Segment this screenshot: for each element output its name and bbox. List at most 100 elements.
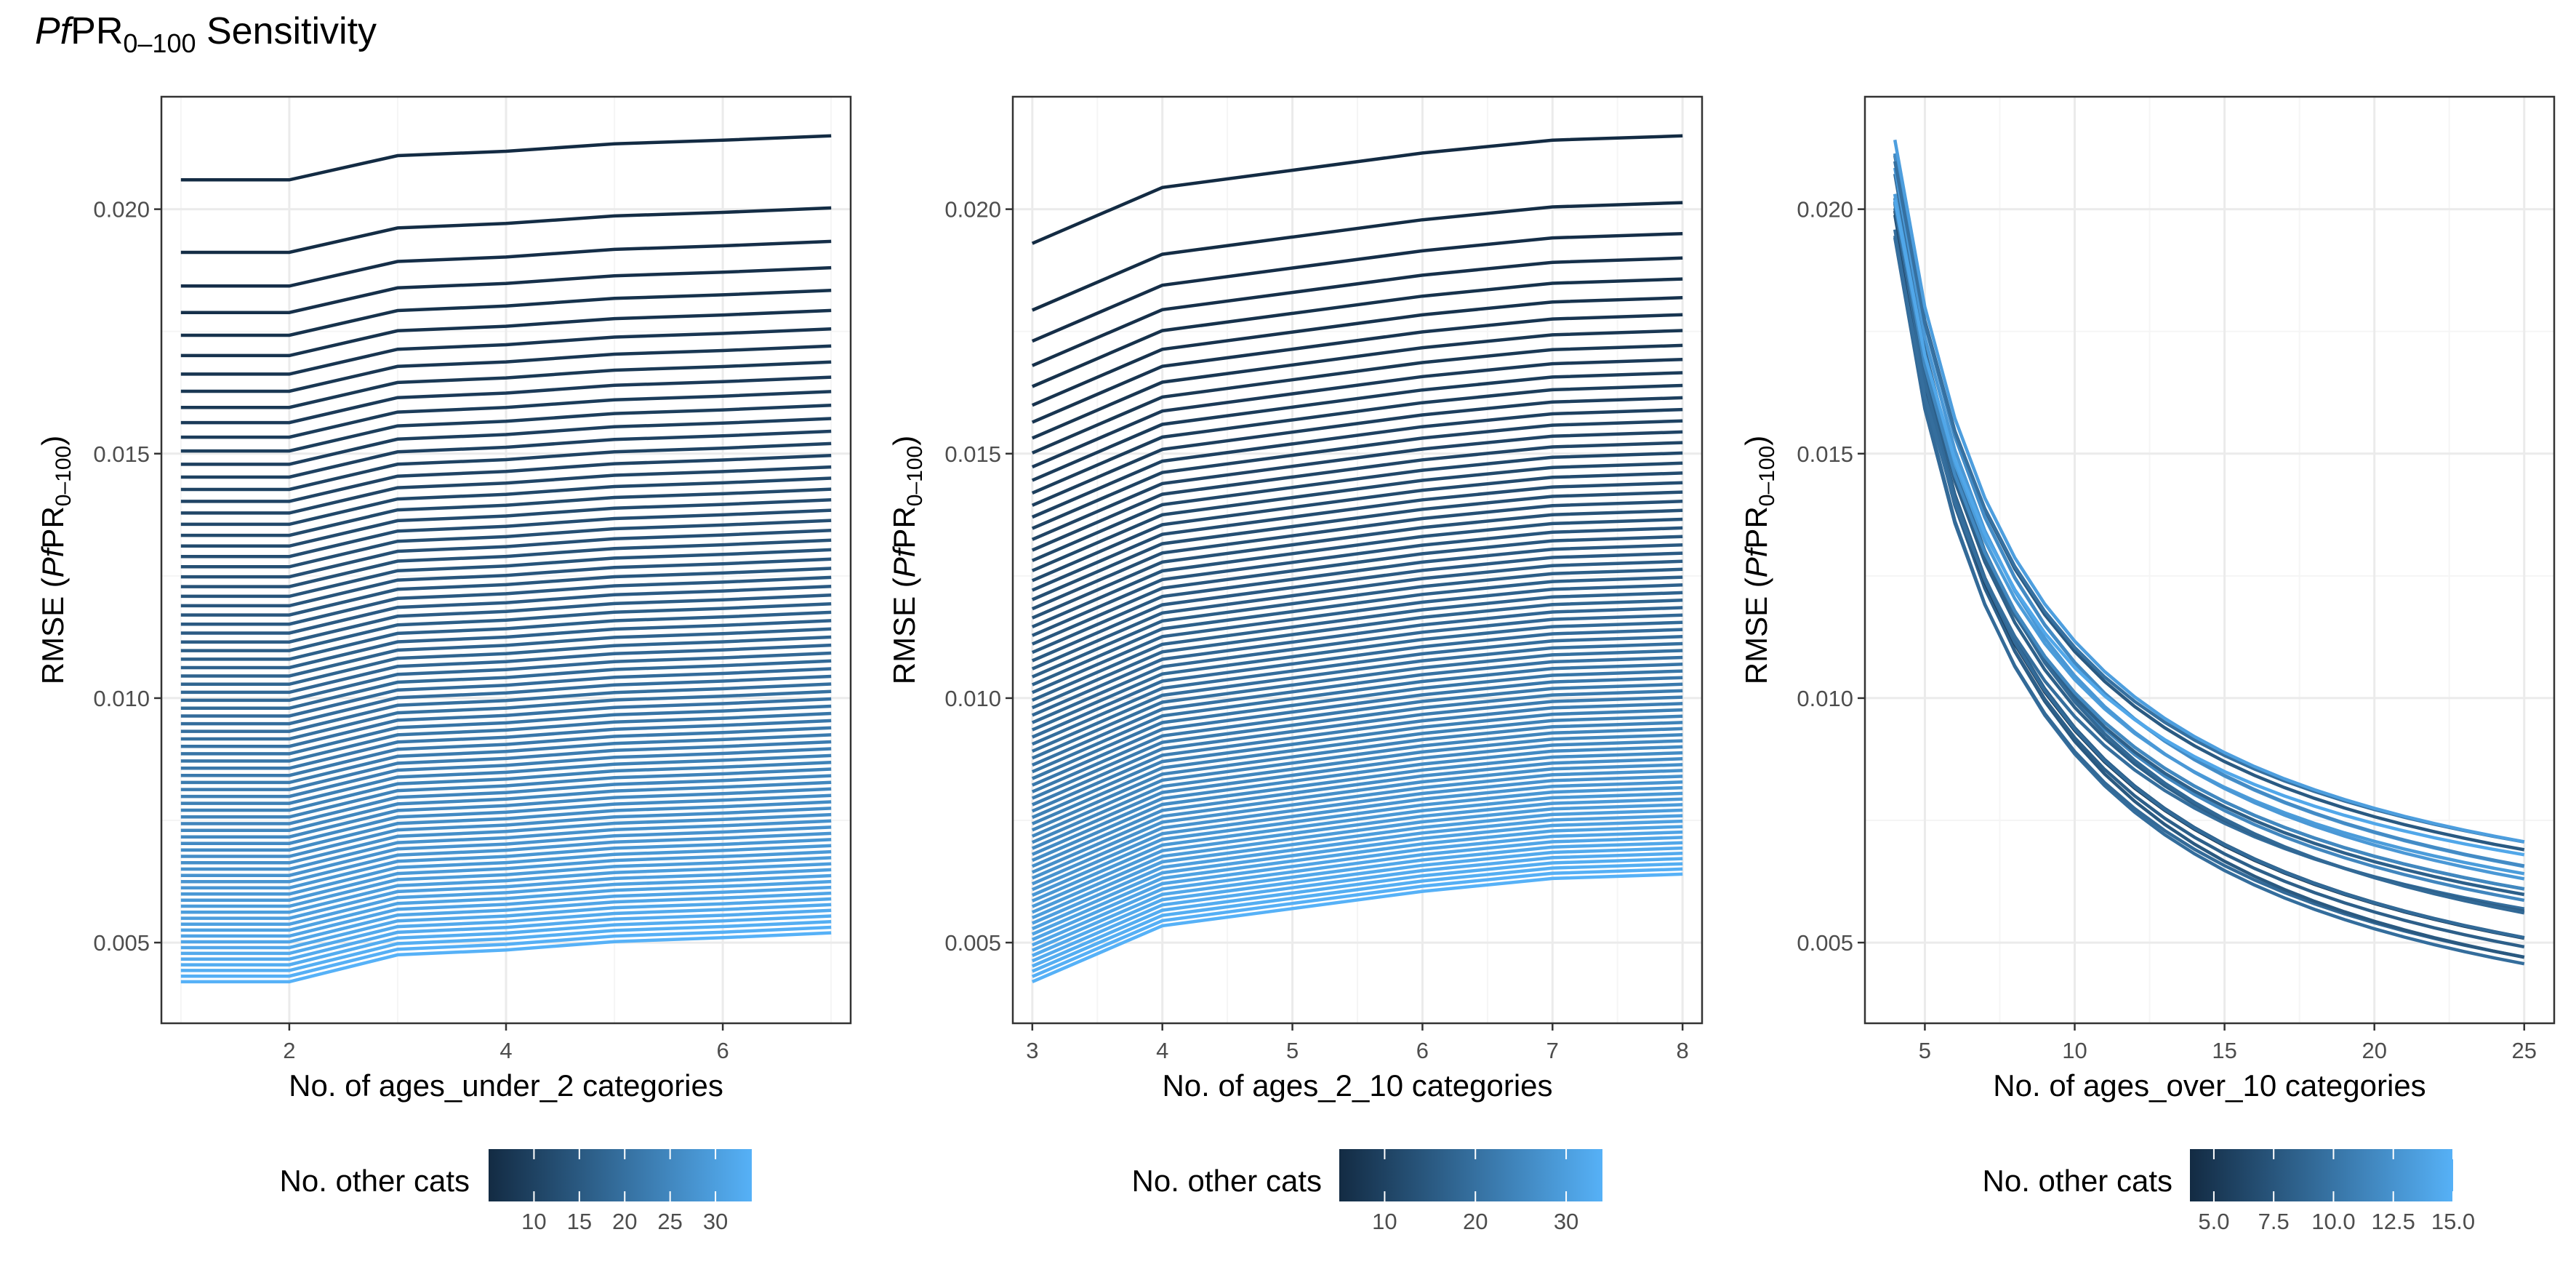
series-line xyxy=(1031,867,1683,978)
series-line xyxy=(180,548,832,599)
x-tick-label: 7 xyxy=(1546,1038,1559,1063)
series-line xyxy=(180,825,832,877)
series-lines xyxy=(1031,134,1683,983)
y-title-plain: PR xyxy=(36,506,70,548)
series-line xyxy=(180,793,832,845)
series-line xyxy=(1031,708,1683,820)
series-line xyxy=(180,643,832,695)
y-title-italic: Pf xyxy=(887,545,921,577)
colorbar-tick-label: 20 xyxy=(1463,1209,1488,1234)
series-line xyxy=(180,849,832,902)
series-line xyxy=(1031,535,1683,646)
y-title-subscript: 0–100 xyxy=(52,446,76,506)
y-tick-label: 0.010 xyxy=(93,686,150,711)
y-axis: 0.005 0.010 0.015 0.020 xyxy=(944,197,1013,956)
series-line xyxy=(1031,862,1683,973)
series-line xyxy=(1031,419,1683,530)
series-line xyxy=(180,659,832,711)
series-line xyxy=(1031,277,1683,388)
x-axis-title: No. of ages_2_10 categories xyxy=(1162,1068,1552,1103)
y-title-subscript: 0–100 xyxy=(1755,446,1779,506)
series-line xyxy=(1031,814,1683,925)
series-line xyxy=(1031,383,1683,495)
y-axis-title: RMSE (PfPR0–100) xyxy=(36,436,76,684)
series-line xyxy=(1893,201,2525,891)
series-line xyxy=(1031,785,1683,897)
series-line xyxy=(1031,599,1683,710)
series-line xyxy=(1031,757,1683,868)
series-line xyxy=(180,856,832,908)
series-line xyxy=(1031,745,1683,856)
series-line xyxy=(180,807,832,858)
series-line xyxy=(180,584,832,635)
y-title-suffix: ) xyxy=(887,436,921,446)
colorbar-tick-label: 15 xyxy=(567,1209,592,1234)
series-line xyxy=(180,787,832,839)
legend-title: No. other cats xyxy=(280,1164,470,1198)
y-tick-label: 0.020 xyxy=(93,197,150,223)
series-line xyxy=(180,914,832,967)
series-line xyxy=(180,780,832,832)
series-line xyxy=(180,134,832,182)
series-line xyxy=(180,868,832,920)
series-line xyxy=(180,327,832,376)
series-line xyxy=(1031,721,1683,832)
series-line xyxy=(180,465,832,515)
series-line xyxy=(1031,481,1683,592)
series-line xyxy=(180,674,832,726)
x-axis-title: No. of ages_over_10 categories xyxy=(1993,1068,2425,1103)
x-axis: 5 10 15 20 25 xyxy=(1919,1023,2537,1063)
y-tick-label: 0.005 xyxy=(944,930,1001,956)
x-tick-label: 4 xyxy=(1156,1038,1168,1063)
series-line xyxy=(180,767,832,819)
series-line xyxy=(180,508,832,559)
y-tick-label: 0.015 xyxy=(1797,441,1853,467)
series-line xyxy=(1031,559,1683,671)
series-line xyxy=(1031,329,1683,440)
series-line xyxy=(1031,872,1683,983)
title-subscript: 0–100 xyxy=(123,28,196,58)
panel-border xyxy=(1011,95,1704,1025)
series-line xyxy=(180,903,832,956)
colorbar-tick-label: 10.0 xyxy=(2311,1209,2355,1234)
series-line xyxy=(180,627,832,678)
series-line xyxy=(1031,739,1683,850)
series-line xyxy=(180,862,832,914)
x-tick-label: 6 xyxy=(1416,1038,1429,1063)
series-line xyxy=(1031,231,1683,343)
series-line xyxy=(1031,655,1683,767)
legend-title: No. other cats xyxy=(1983,1164,2172,1198)
colorbar-tick-label: 12.5 xyxy=(2372,1209,2415,1234)
title-rest: Sensitivity xyxy=(196,10,377,52)
series-line xyxy=(180,538,832,588)
y-title-suffix: ) xyxy=(1739,436,1773,446)
series-line xyxy=(1893,215,2525,949)
series-line xyxy=(1031,689,1683,800)
colorbar-tick-label: 30 xyxy=(703,1209,728,1234)
series-line xyxy=(1031,846,1683,958)
series-line xyxy=(180,726,832,777)
colorbar xyxy=(2190,1149,2453,1201)
series-line xyxy=(180,931,832,984)
series-line xyxy=(180,838,832,890)
x-tick-label: 5 xyxy=(1919,1038,1931,1063)
y-title-subscript: 0–100 xyxy=(903,446,927,506)
series-line xyxy=(180,667,832,718)
y-tick-label: 0.020 xyxy=(1797,197,1853,223)
series-line xyxy=(180,774,832,825)
series-line xyxy=(180,429,832,479)
y-tick-label: 0.015 xyxy=(944,441,1001,467)
series-line xyxy=(1031,551,1683,663)
colorbar-tick-label: 10 xyxy=(521,1209,546,1234)
series-line xyxy=(1031,702,1683,813)
series-line xyxy=(180,897,832,950)
series-line xyxy=(1031,819,1683,931)
series-line xyxy=(1031,201,1683,312)
x-axis-title: No. of ages_under_2 categories xyxy=(289,1068,723,1103)
series-line xyxy=(180,308,832,358)
series-line xyxy=(1031,313,1683,424)
series-line xyxy=(1031,682,1683,793)
series-line xyxy=(1893,153,2525,868)
series-line xyxy=(1031,669,1683,780)
series-line xyxy=(180,557,832,608)
